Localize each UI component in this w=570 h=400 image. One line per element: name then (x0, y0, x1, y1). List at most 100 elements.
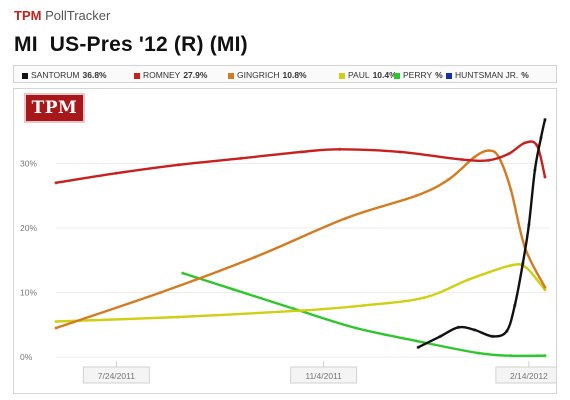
legend-swatch (22, 72, 28, 79)
poll-point-perry (543, 353, 547, 358)
poll-point-santorum (456, 325, 461, 330)
poll-point-paul (508, 263, 513, 268)
poll-point-paul (299, 308, 304, 313)
poll-point-paul (176, 315, 181, 319)
legend-item-paul: PAUL 10.4% (339, 67, 397, 83)
legend-swatch (228, 72, 234, 79)
legend-value: % (435, 70, 443, 80)
poll-point-gingrich (253, 255, 258, 259)
x-tick-box (82, 366, 150, 384)
x-tick-label: 7/24/2011 (98, 371, 135, 381)
poll-point-gingrich (486, 148, 491, 153)
poll-point-santorum (512, 303, 517, 308)
poll-point-paul (523, 264, 527, 269)
brand-polltracker: PollTracker (45, 8, 111, 23)
poll-point-romney (176, 162, 181, 167)
poll-point-romney (299, 150, 304, 154)
legend-item-gingrich: GINGRICH 10.8% (228, 67, 307, 83)
poll-point-gingrich (158, 290, 163, 295)
poll-point-romney (54, 181, 58, 185)
poll-point-romney (506, 152, 511, 156)
poll-point-romney (337, 147, 342, 152)
legend-item-huntsman-jr: HUNTSMAN JR.% (446, 67, 529, 83)
poll-point-santorum (543, 117, 547, 122)
poll-point-santorum (521, 261, 525, 266)
poll-point-paul (535, 277, 539, 282)
poll-point-santorum (527, 222, 531, 227)
legend-item-romney: ROMNEY 27.9% (134, 67, 207, 83)
legend-label: PERRY (403, 70, 433, 80)
poll-point-perry (180, 271, 185, 275)
x-tick-label: 2/14/2012 (510, 371, 548, 381)
legend-swatch (339, 72, 345, 79)
series-line-santorum (417, 118, 547, 349)
poll-point-romney (460, 157, 465, 162)
legend-swatch (134, 72, 140, 79)
poll-point-gingrich (472, 155, 477, 159)
legend-label: HUNTSMAN JR. (455, 70, 519, 80)
series-line-paul (54, 263, 547, 323)
poll-point-gingrich (508, 187, 513, 192)
brand-tpm: TPM (14, 8, 42, 23)
poll-point-paul (54, 319, 58, 324)
legend-label: GINGRICH (237, 70, 280, 80)
legend-value: 36.8% (82, 70, 107, 80)
y-tick-label: 10% (20, 288, 37, 298)
poll-point-perry (508, 353, 513, 358)
tpm-logo: TPM (24, 93, 85, 123)
legend-label: PAUL (348, 70, 370, 80)
series-line-romney (54, 140, 547, 184)
legend-label: ROMNEY (143, 70, 181, 80)
poll-point-perry (354, 326, 358, 330)
legend-value: 10.8% (282, 70, 307, 80)
poll-point-gingrich (54, 326, 58, 330)
page-title: MI US-Pres '12 (R) (MI) (14, 33, 248, 56)
poll-point-romney (114, 171, 119, 175)
x-tick-box (495, 366, 556, 384)
poll-point-romney (523, 141, 527, 145)
x-tick-label: 11/4/2011 (305, 371, 342, 381)
poll-point-paul (422, 295, 427, 300)
poll-point-santorum (438, 334, 443, 339)
chart-area: TPM 0% 10% 20% 30% 7/24/2011 11/4/2011 2/14/20… (13, 88, 557, 394)
poll-point-romney (543, 175, 547, 179)
chart-legend: SANTORUM 36.8% ROMNEY 27.9% GINGRICH 10.8% PAU… (13, 65, 557, 83)
legend-swatch (446, 72, 452, 79)
poll-point-santorum (416, 345, 421, 350)
poll-point-santorum (533, 168, 537, 172)
poll-point-romney (239, 156, 243, 161)
legend-label: SANTORUM (31, 70, 80, 80)
poll-point-paul (543, 288, 547, 292)
poll-point-gingrich (343, 216, 348, 221)
legend-swatch (394, 72, 400, 79)
legend-value: 27.9% (183, 70, 208, 80)
series-line-perry (181, 271, 547, 358)
poll-point-santorum (539, 135, 543, 140)
x-tick-box (290, 366, 358, 384)
poll-point-gingrich (414, 193, 418, 198)
poll-point-romney (398, 150, 402, 154)
poll-point-gingrich (543, 285, 547, 290)
poll-point-perry (414, 339, 418, 343)
legend-item-santorum: SANTORUM 36.8% (22, 67, 107, 83)
y-tick-label: 20% (20, 223, 37, 233)
poll-point-romney (535, 143, 539, 148)
poll-point-romney (486, 158, 491, 163)
line-chart: 0% 10% 20% 30% 7/24/2011 11/4/2011 2/14/2012 (20, 117, 556, 384)
poll-point-santorum (472, 328, 477, 332)
poll-point-santorum (504, 329, 509, 333)
poll-point-perry (291, 306, 296, 311)
brand-header: TPM PollTracker (14, 8, 110, 23)
poll-point-perry (476, 351, 481, 355)
poll-point-paul (466, 277, 471, 282)
poll-point-paul (362, 303, 366, 308)
legend-value: % (521, 70, 529, 80)
y-tick-label: 30% (20, 159, 37, 169)
poll-point-santorum (490, 334, 495, 339)
series-line-gingrich (54, 149, 547, 330)
poll-point-perry (231, 287, 235, 292)
poll-point-gingrich (446, 177, 451, 182)
legend-value: 10.4% (372, 70, 397, 80)
y-tick-label: 0% (20, 352, 33, 362)
legend-item-perry: PERRY% (394, 67, 443, 83)
